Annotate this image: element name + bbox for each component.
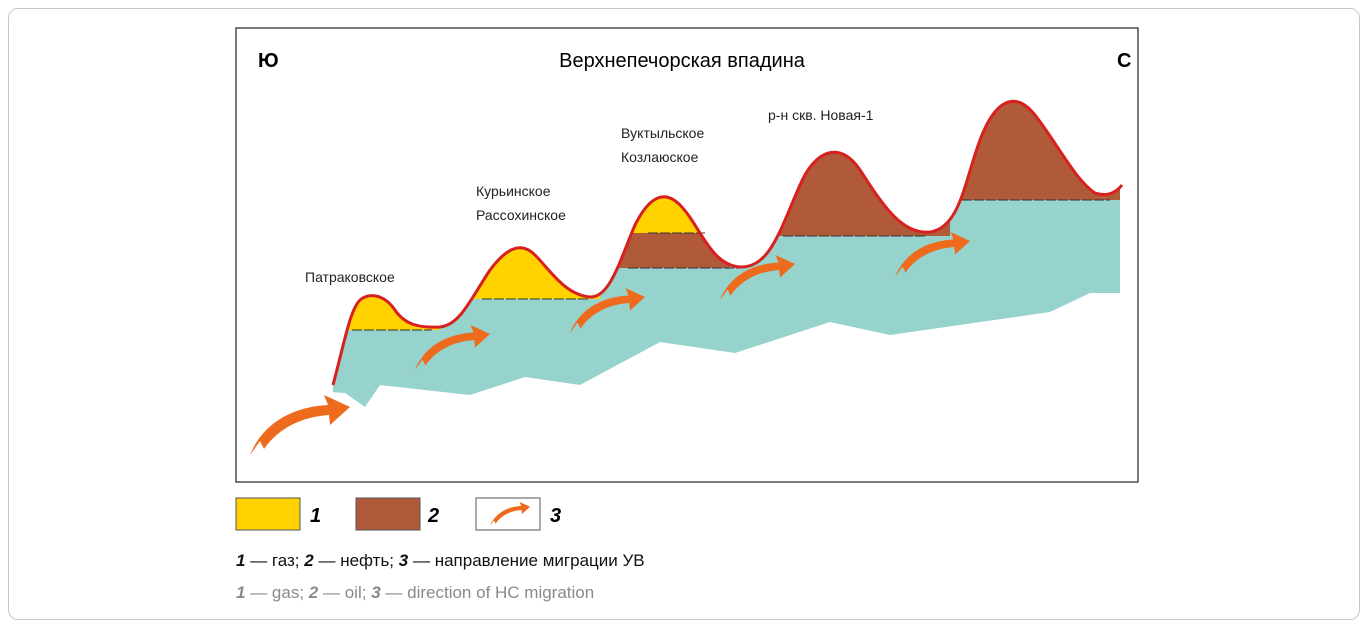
- legend-number: 2: [427, 505, 439, 527]
- caption-number: 1: [236, 583, 245, 602]
- caption-number: 3: [371, 583, 380, 602]
- caption-text: — direction of HC migration: [385, 583, 594, 602]
- caption-text: — газ;: [250, 551, 299, 570]
- diagram: Ю Верхнепечорская впадина С Патраковское…: [0, 0, 1370, 630]
- caption-number: 3: [399, 551, 408, 570]
- legend-swatch: [356, 498, 420, 530]
- caption-text: — gas;: [250, 583, 304, 602]
- field-name: Рассохинское: [476, 207, 566, 223]
- north-label: С: [1117, 50, 1131, 72]
- legend-number: 1: [310, 505, 321, 527]
- south-label: Ю: [258, 50, 279, 72]
- caption-number: 1: [236, 551, 245, 570]
- field-name: Курьинское: [476, 183, 551, 199]
- field-name: Патраковское: [305, 269, 395, 285]
- caption-text: — направление миграции УВ: [413, 551, 645, 570]
- field-name: Козлаюское: [621, 149, 699, 165]
- caption-number: 2: [309, 583, 318, 602]
- diagram-title: Верхнепечорская впадина: [559, 50, 806, 72]
- legend-swatch: [476, 498, 540, 530]
- caption-number: 2: [304, 551, 313, 570]
- caption-text: — нефть;: [318, 551, 394, 570]
- caption-text: — oil;: [323, 583, 366, 602]
- field-name: Вуктыльское: [621, 125, 704, 141]
- legend-swatch: [236, 498, 300, 530]
- caption-ru: 1 — газ; 2 — нефть; 3 — направление мигр…: [236, 551, 645, 571]
- field-name: р-н скв. Новая-1: [768, 107, 874, 123]
- caption-en: 1 — gas; 2 — oil; 3 — direction of HC mi…: [236, 583, 594, 603]
- legend-number: 3: [550, 505, 561, 527]
